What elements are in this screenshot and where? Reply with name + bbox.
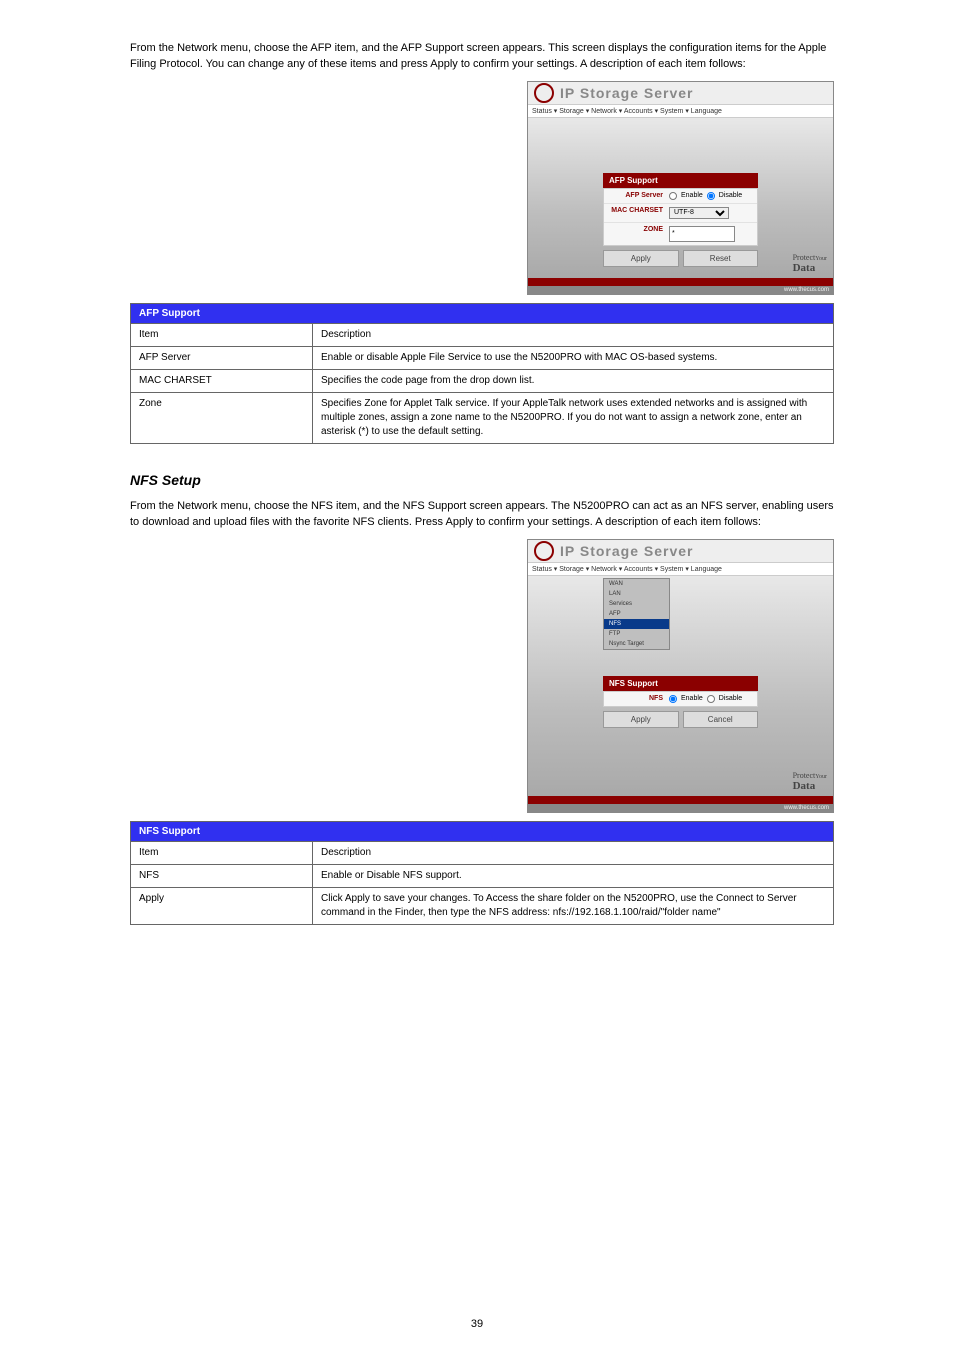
nfs-t-r1c2: Enable or Disable NFS support. [313,864,834,887]
zone-label: ZONE [604,223,667,245]
nfs-enable-text: Enable [681,695,703,702]
nfs-disable-text: Disable [719,695,742,702]
submenu-nfs[interactable]: NFS [604,619,669,629]
thecus-logo-icon-2 [534,541,554,561]
nfs-enable-radio[interactable] [669,695,677,703]
afp-screenshot: IP Storage Server Status ▾ Storage ▾ Net… [130,81,834,295]
afp-t-h2: Description [313,323,834,346]
afp-apply-button[interactable]: Apply [603,250,679,267]
mac-charset-select[interactable]: UTF-8 [669,207,729,219]
site-url-1: www.thecus.com [528,286,833,294]
nfs-t-r2c2: Click Apply to save your changes. To Acc… [313,887,834,924]
submenu-services[interactable]: Services [604,599,669,609]
zone-input[interactable] [669,226,735,242]
nfs-screenshot: IP Storage Server Status ▾ Storage ▾ Net… [130,539,834,813]
nfs-t-h2: Description [313,841,834,864]
afp-disable-radio[interactable] [707,192,715,200]
afp-t-r3c1: Zone [131,392,313,443]
nfs-t-r2c1: Apply [131,887,313,924]
nfs-table-head: NFS Support [131,821,834,841]
nfs-heading: NFS Setup [130,472,834,488]
submenu-target[interactable]: Nsync Target [604,639,669,649]
main-menu-2: Status ▾ Storage ▾ Network ▾ Accounts ▾ … [528,562,833,576]
afp-t-r1c1: AFP Server [131,346,313,369]
site-url-2: www.thecus.com [528,804,833,812]
submenu-ftp[interactable]: FTP [604,629,669,639]
afp-t-r1c2: Enable or disable Apple File Service to … [313,346,834,369]
afp-enable-text: Enable [681,192,703,199]
afp-disable-text: Disable [719,192,742,199]
main-menu-1: Status ▾ Storage ▾ Network ▾ Accounts ▾ … [528,104,833,118]
nfs-t-h1: Item [131,841,313,864]
afp-panel-title: AFP Support [603,173,758,188]
app-title-1: IP Storage Server [560,85,693,101]
afp-t-h1: Item [131,323,313,346]
network-submenu: WAN LAN Services AFP NFS FTP Nsync Targe… [603,578,670,650]
afp-t-r2c1: MAC CHARSET [131,369,313,392]
intro-text-nfs: From the Network menu, choose the NFS it… [130,500,834,528]
afp-table: AFP Support ItemDescription AFP ServerEn… [130,303,834,444]
submenu-afp[interactable]: AFP [604,609,669,619]
afp-table-head: AFP Support [131,303,834,323]
nfs-apply-button[interactable]: Apply [603,711,679,728]
afp-t-r2c2: Specifies the code page from the drop do… [313,369,834,392]
afp-reset-button[interactable]: Reset [683,250,759,267]
intro-text-afp: From the Network menu, choose the AFP it… [130,42,826,70]
app-title-2: IP Storage Server [560,543,693,559]
submenu-lan[interactable]: LAN [604,589,669,599]
afp-server-label: AFP Server [604,189,667,203]
brand-tag-1: ProtectYourData [793,253,827,274]
nfs-t-r1c1: NFS [131,864,313,887]
nfs-table: NFS Support ItemDescription NFSEnable or… [130,821,834,925]
thecus-logo-icon [534,83,554,103]
page-number: 39 [0,1318,954,1330]
submenu-wan[interactable]: WAN [604,579,669,589]
nfs-disable-radio[interactable] [707,695,715,703]
mac-charset-label: MAC CHARSET [604,204,667,222]
afp-t-r3c2: Specifies Zone for Applet Talk service. … [313,392,834,443]
brand-tag-2: ProtectYourData [793,771,827,792]
nfs-panel-title: NFS Support [603,676,758,691]
afp-enable-radio[interactable] [669,192,677,200]
nfs-label: NFS [604,692,667,706]
nfs-cancel-button[interactable]: Cancel [683,711,759,728]
